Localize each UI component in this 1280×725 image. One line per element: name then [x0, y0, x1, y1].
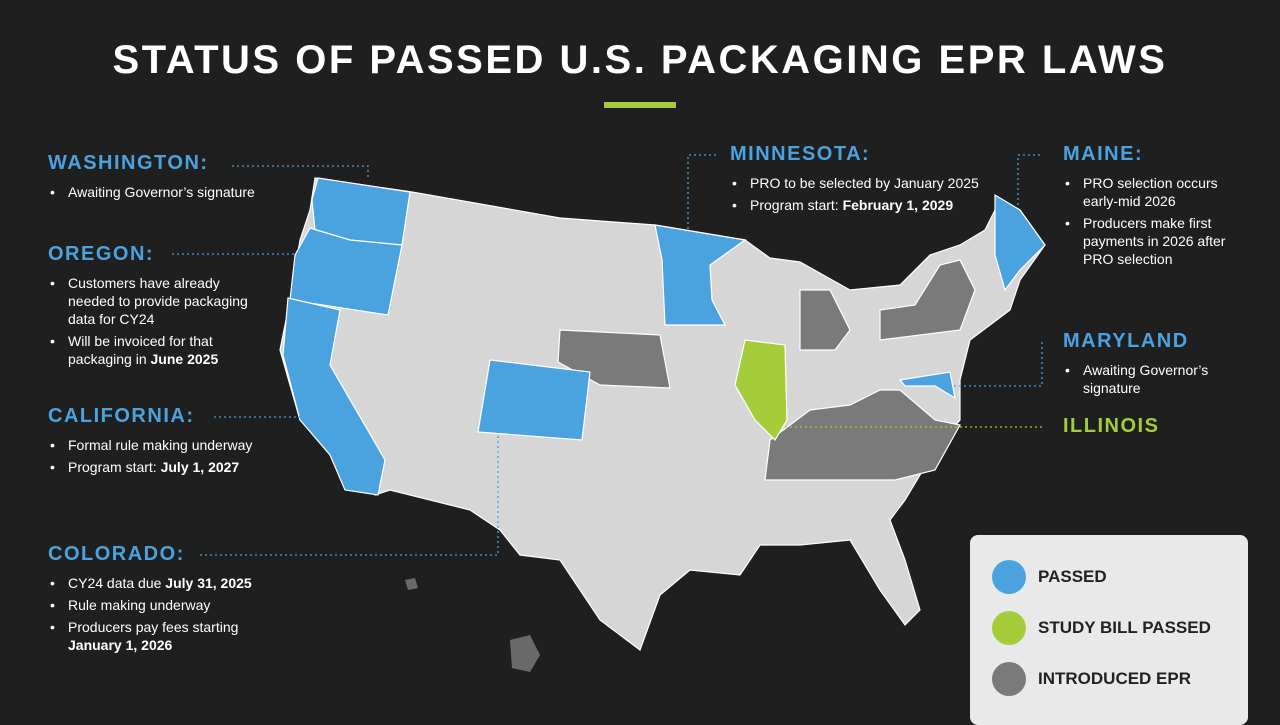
callout-heading: COLORADO: — [48, 543, 185, 565]
callout-heading: OREGON: — [48, 243, 155, 265]
state-colorado — [477, 359, 591, 441]
callout: CALIFORNIA: Formal rule making underway Pr… — [48, 405, 348, 480]
bullet-text: PRO to be selected by January 2025 — [750, 175, 979, 191]
bullet-text: Awaiting Governor’s signature — [68, 184, 255, 200]
bullet-bold: February 1, 2029 — [842, 197, 954, 213]
bullet: Rule making underway — [48, 596, 278, 614]
legend-item: PASSED — [992, 560, 1107, 594]
legend-label: INTRODUCED EPR — [1038, 669, 1192, 688]
bullet: Producers pay fees starting January 1, 2… — [48, 618, 278, 654]
state-maryland — [898, 371, 956, 400]
bullet-text: Rule making underway — [68, 597, 211, 613]
connector — [687, 154, 716, 230]
bullet-text: Formal rule making underway — [68, 437, 253, 453]
bullet: CY24 data due July 31, 2025 — [48, 574, 278, 592]
bullet-text: Producers pay fees starting — [68, 619, 239, 635]
bullet-text: Program start: — [750, 197, 843, 213]
callout: MARYLAND Awaiting Governor’s signature — [1063, 330, 1243, 401]
callout-heading: ILLINOIS — [1063, 415, 1160, 437]
hawaii — [510, 635, 540, 672]
state-michigan — [799, 289, 851, 351]
bullet-list: Awaiting Governor’s signature — [48, 183, 348, 201]
legend-item: STUDY BILL PASSED — [992, 611, 1211, 645]
callout-heading: MARYLAND — [1063, 330, 1189, 352]
bullet-list: PRO to be selected by January 2025 Progra… — [730, 174, 1030, 214]
bullet-bold: January 1, 2026 — [68, 637, 173, 653]
callout: WASHINGTON: Awaiting Governor’s signature — [48, 152, 348, 205]
bullet: Producers make first payments in 2026 af… — [1063, 214, 1243, 268]
legend-swatch — [992, 611, 1026, 645]
bullet-list: PRO selection occurs early-mid 2026 Produ… — [1063, 174, 1243, 268]
callout: MAINE: PRO selection occurs early-mid 202… — [1063, 143, 1243, 272]
state-minnesota — [654, 224, 747, 326]
bullet: PRO selection occurs early-mid 2026 — [1063, 174, 1243, 210]
title: STATUS OF PASSED U.S. PACKAGING EPR LAWS — [112, 38, 1168, 82]
legend-swatch — [992, 560, 1026, 594]
state-northeast — [879, 259, 976, 341]
bullet-text: Awaiting Governor’s signature — [1083, 362, 1209, 396]
bullet-text: CY24 data due — [68, 575, 166, 591]
connector — [232, 165, 369, 180]
bullet-list: Awaiting Governor’s signature — [1063, 361, 1243, 397]
state-illinois — [734, 339, 788, 441]
bullet: PRO to be selected by January 2025 — [730, 174, 1030, 192]
callout-heading: CALIFORNIA: — [48, 405, 195, 427]
bullet-bold: July 31, 2025 — [165, 575, 252, 591]
bullet-bold: July 1, 2027 — [160, 459, 240, 475]
bullet: Program start: July 1, 2027 — [48, 458, 348, 476]
bullet-list: Customers have already needed to provide… — [48, 274, 248, 368]
callout: ILLINOIS — [1063, 415, 1263, 446]
bullet-list: CY24 data due July 31, 2025 Rule making u… — [48, 574, 278, 654]
callout: COLORADO: CY24 data due July 31, 2025 Rule… — [48, 543, 278, 658]
callout-heading: MAINE: — [1063, 143, 1144, 165]
bullet-text: PRO selection occurs early-mid 2026 — [1083, 175, 1218, 209]
bullet-bold: June 2025 — [150, 351, 219, 367]
map-shapes — [279, 177, 1046, 672]
bullet-list: Formal rule making underway Program start… — [48, 436, 348, 476]
bullet-text: Customers have already needed to provide… — [68, 275, 248, 327]
bullet: Awaiting Governor’s signature — [48, 183, 348, 201]
title-underline — [604, 102, 676, 108]
us-outline — [279, 177, 1046, 651]
legend: PASSED STUDY BILL PASSED INTRODUCED EPR — [970, 535, 1248, 725]
callout: MINNESOTA: PRO to be selected by January … — [730, 143, 1030, 218]
connector — [950, 342, 1043, 387]
state-southeast — [764, 389, 961, 481]
bullet-text: Program start: — [68, 459, 161, 475]
bullet-text: Producers make first payments in 2026 af… — [1083, 215, 1226, 267]
legend-swatch — [992, 662, 1026, 696]
bullet: Awaiting Governor’s signature — [1063, 361, 1243, 397]
callout: OREGON: Customers have already needed to … — [48, 243, 248, 372]
bullet: Will be invoiced for that packaging in J… — [48, 332, 248, 368]
callout-heading: MINNESOTA: — [730, 143, 871, 165]
legend-item: INTRODUCED EPR — [992, 662, 1191, 696]
bullet-text: Will be invoiced for that packaging in — [68, 333, 213, 367]
legend-label: STUDY BILL PASSED — [1038, 618, 1211, 637]
legend-label: PASSED — [1038, 567, 1107, 586]
bullet: Formal rule making underway — [48, 436, 348, 454]
bullet: Customers have already needed to provide… — [48, 274, 248, 328]
alaska-hawaii — [405, 578, 418, 590]
state-california — [282, 297, 386, 496]
bullet: Program start: February 1, 2029 — [730, 196, 1030, 214]
state-oregon — [289, 227, 403, 316]
callout-heading: WASHINGTON: — [48, 152, 209, 174]
